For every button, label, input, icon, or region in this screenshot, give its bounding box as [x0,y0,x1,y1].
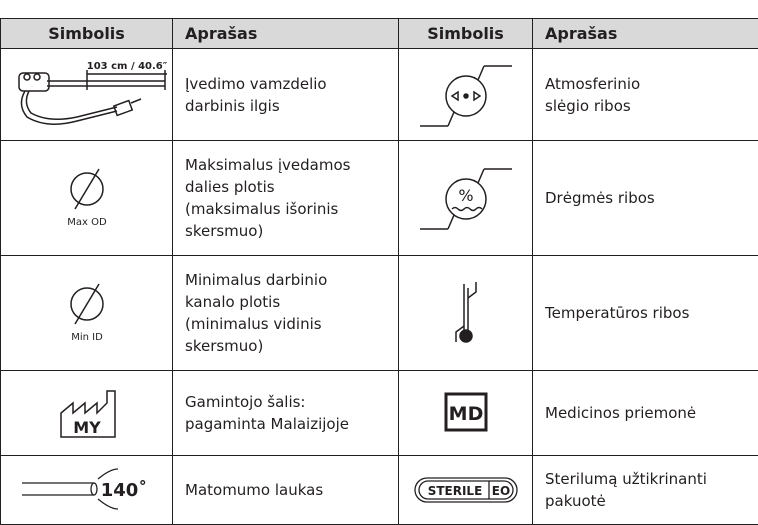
humidity-icon: % [416,163,516,233]
header: Simbolis [1,19,173,49]
field-of-view-icon: 140˚ [12,465,162,515]
symbol-label: MD [448,403,483,425]
md-icon: MD [436,388,496,438]
row: MY Gamintojo šalis:pagaminta Malaizijoje… [1,371,758,456]
text-line: kanalo plotis [185,291,386,313]
text-line: pagaminta Malaizijoje [185,413,386,435]
text-line: dalies plotis [185,176,386,198]
symbol-label: MY [73,418,101,437]
symbol-cell [399,256,533,371]
row: 140˚ Matomumo laukas STERILE EO Sterilum… [1,456,758,525]
symbol-cell: Max OD [1,141,173,256]
symbol-label: Max OD [67,217,107,228]
symbol-cell: MD [399,371,533,456]
text-line: darbinis ilgis [185,95,386,117]
text-line: slėgio ribos [545,95,746,117]
description: Matomumo laukas [173,456,399,525]
text-line: skersmuo) [185,335,386,357]
header-row: Simbolis Aprašas Simbolis Aprašas [1,19,758,49]
temperature-icon [436,278,496,348]
endoscope-icon: 103 cm / 40.6″ [7,55,167,135]
text-line: Matomumo laukas [185,479,386,501]
symbol-cell [399,49,533,141]
symbol-label: EO [491,484,509,498]
symbol-cell: STERILE EO [399,456,533,525]
description: Medicinos priemonė [533,371,758,456]
symbol-label: STERILE [427,484,482,498]
symbol-cell: % [399,141,533,256]
symbol-cell: 140˚ [1,456,173,525]
header: Simbolis [399,19,533,49]
text-line: (maksimalus išorinis [185,198,386,220]
description: Temperatūros ribos [533,256,758,371]
diameter-icon: Min ID [47,278,127,348]
symbol-cell: Min ID [1,256,173,371]
symbol-label: % [458,186,473,205]
description: Gamintojo šalis:pagaminta Malaizijoje [173,371,399,456]
text-line: Drėgmės ribos [545,187,746,209]
text-line: Medicinos priemonė [545,402,746,424]
symbol-cell: MY [1,371,173,456]
text-line: Atmosferinio [545,73,746,95]
text-line: pakuotė [545,490,746,512]
header: Aprašas [533,19,758,49]
symbol-label: Min ID [71,332,103,343]
symbol-label: 140˚ [100,479,147,501]
factory-icon: MY [47,383,127,443]
text-line: Minimalus darbinio [185,269,386,291]
text-line: Sterilumą užtikrinanti [545,468,746,490]
text-line: Įvedimo vamzdelio [185,73,386,95]
text-line: (minimalus vidinis [185,313,386,335]
header: Aprašas [173,19,399,49]
text-line: Temperatūros ribos [545,302,746,324]
text-line: Gamintojo šalis: [185,391,386,413]
description: Drėgmės ribos [533,141,758,256]
symbol-label: 103 cm / 40.6″ [86,61,166,72]
text-line: Maksimalus įvedamos [185,154,386,176]
sterile-icon: STERILE EO [411,470,521,510]
symbol-cell: 103 cm / 40.6″ [1,49,173,141]
symbol-table: Simbolis Aprašas Simbolis Aprašas 103 cm… [0,18,758,525]
pressure-icon [416,60,516,130]
diameter-icon: Max OD [47,163,127,233]
text-line: skersmuo) [185,220,386,242]
